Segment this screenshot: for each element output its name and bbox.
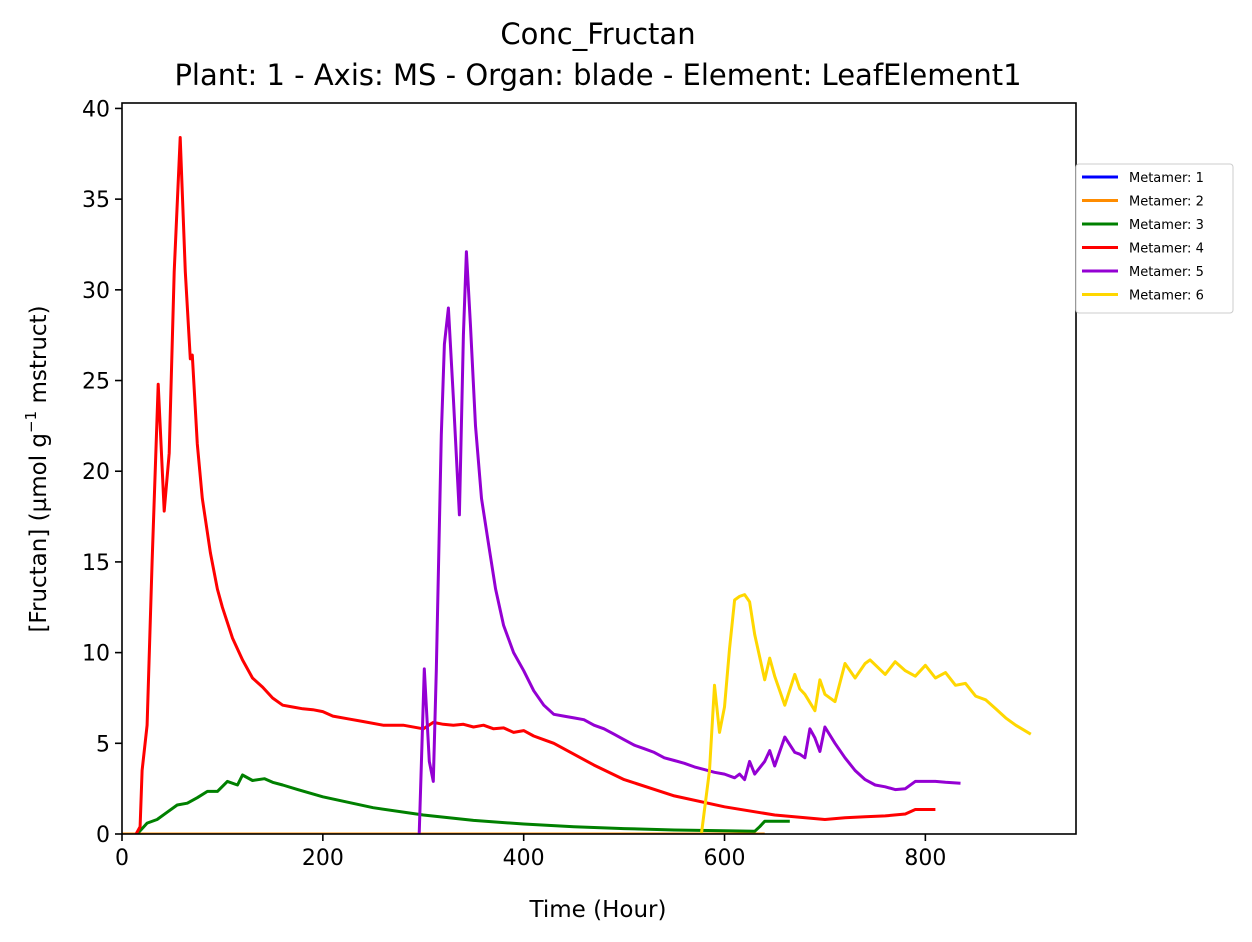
series-line-5 bbox=[417, 250, 961, 834]
series-lines bbox=[122, 136, 1032, 834]
y-axis-label: [Fructan] (µmol g−1 mstruct) bbox=[22, 305, 52, 632]
series-line-3 bbox=[135, 773, 790, 834]
series-line-6 bbox=[699, 593, 1032, 834]
x-axis-label: Time (Hour) bbox=[529, 897, 667, 923]
y-tick-label: 30 bbox=[82, 279, 110, 304]
x-tick-label: 200 bbox=[302, 846, 344, 871]
legend-label-3: Metamer: 3 bbox=[1129, 218, 1204, 233]
legend-label-1: Metamer: 1 bbox=[1129, 171, 1204, 186]
x-tick-label: 600 bbox=[704, 846, 746, 871]
legend: Metamer: 1 Metamer: 2 Metamer: 3 Metamer: 4… bbox=[1075, 163, 1234, 314]
y-tick-label: 10 bbox=[82, 642, 110, 667]
y-tick-label: 15 bbox=[82, 551, 110, 576]
legend-label-5: Metamer: 5 bbox=[1129, 265, 1204, 280]
y-axis-label-unit: mstruct) bbox=[26, 305, 52, 410]
chart-title: Conc_Fructan bbox=[500, 17, 695, 51]
x-tick-label: 400 bbox=[503, 846, 545, 871]
y-tick-label: 35 bbox=[82, 188, 110, 213]
chart-subtitle: Plant: 1 - Axis: MS - Organ: blade - Ele… bbox=[174, 58, 1021, 92]
series-line-4 bbox=[134, 136, 936, 834]
x-tick-label: 800 bbox=[904, 846, 946, 871]
legend-label-6: Metamer: 6 bbox=[1129, 289, 1204, 304]
legend-label-4: Metamer: 4 bbox=[1129, 242, 1204, 257]
y-tick-label: 40 bbox=[82, 97, 110, 122]
axes-frame bbox=[121, 102, 1077, 835]
x-tick-label: 0 bbox=[115, 846, 129, 871]
y-tick-label: 25 bbox=[82, 370, 110, 395]
y-axis-label-main: [Fructan] (µmol g bbox=[26, 433, 52, 633]
legend-label-2: Metamer: 2 bbox=[1129, 195, 1204, 210]
y-tick-label: 20 bbox=[82, 460, 110, 485]
y-tick-label: 5 bbox=[96, 732, 110, 757]
y-axis-label-exponent: −1 bbox=[22, 411, 40, 433]
plot-area: 0 200 400 600 800 0 5 10 15 20 25 30 35 40 bbox=[82, 97, 1077, 871]
y-tick-label: 0 bbox=[96, 823, 110, 848]
